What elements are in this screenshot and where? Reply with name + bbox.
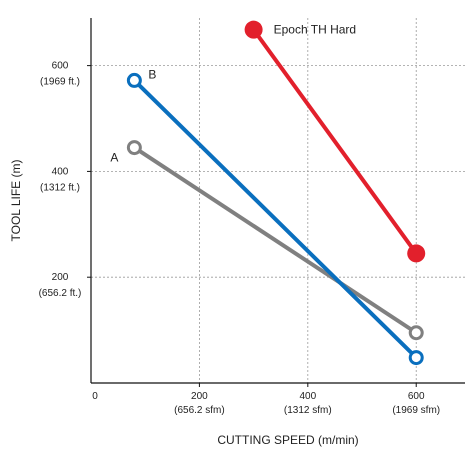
data-point-2-1 [407, 244, 426, 263]
series-line-2 [251, 27, 419, 256]
series-2: Epoch TH Hard [244, 20, 426, 263]
tick-labels: 0 200 (656.2 sfm) 400 (1312 sfm) 600 (1969 sfm… [39, 61, 441, 416]
x-tick-label-2: 400 [299, 391, 316, 402]
y-axis-title: TOOL LIFE (m) [9, 159, 23, 241]
data-point-0-0 [126, 140, 142, 156]
series-label-1: B [148, 67, 156, 81]
series-1: B [126, 67, 424, 366]
x-tick-label-3: 600 [408, 391, 425, 402]
y-tick-sublabel-0: (656.2 ft.) [39, 288, 82, 299]
series-line-0 [132, 145, 419, 335]
x-tick-label-0: 0 [92, 391, 98, 402]
axes [87, 18, 465, 387]
series-label-0: A [110, 151, 118, 165]
series-lines: A B Epoch TH Hard [110, 20, 426, 366]
data-point-1-1 [408, 350, 424, 366]
x-tick-sublabel-3: (1969 sfm) [392, 405, 440, 416]
grid-lines [91, 18, 465, 383]
y-tick-label-1: 400 [52, 166, 69, 177]
y-tick-sublabel-2: (1969 ft.) [40, 77, 80, 88]
series-label-2: Epoch TH Hard [274, 23, 356, 37]
series-0: A [110, 140, 424, 341]
data-point-0-1 [408, 325, 424, 341]
x-tick-label-1: 200 [191, 391, 208, 402]
data-point-1-0 [126, 72, 142, 88]
data-point-2-0 [244, 20, 263, 39]
x-axis-title: CUTTING SPEED (m/min) [217, 433, 358, 447]
y-tick-sublabel-1: (1312 ft.) [40, 182, 80, 193]
series-line-1 [132, 78, 419, 360]
x-tick-sublabel-1: (656.2 sfm) [174, 405, 225, 416]
x-tick-sublabel-2: (1312 sfm) [284, 405, 332, 416]
y-tick-label-0: 200 [52, 272, 69, 283]
y-tick-label-2: 600 [52, 61, 69, 72]
